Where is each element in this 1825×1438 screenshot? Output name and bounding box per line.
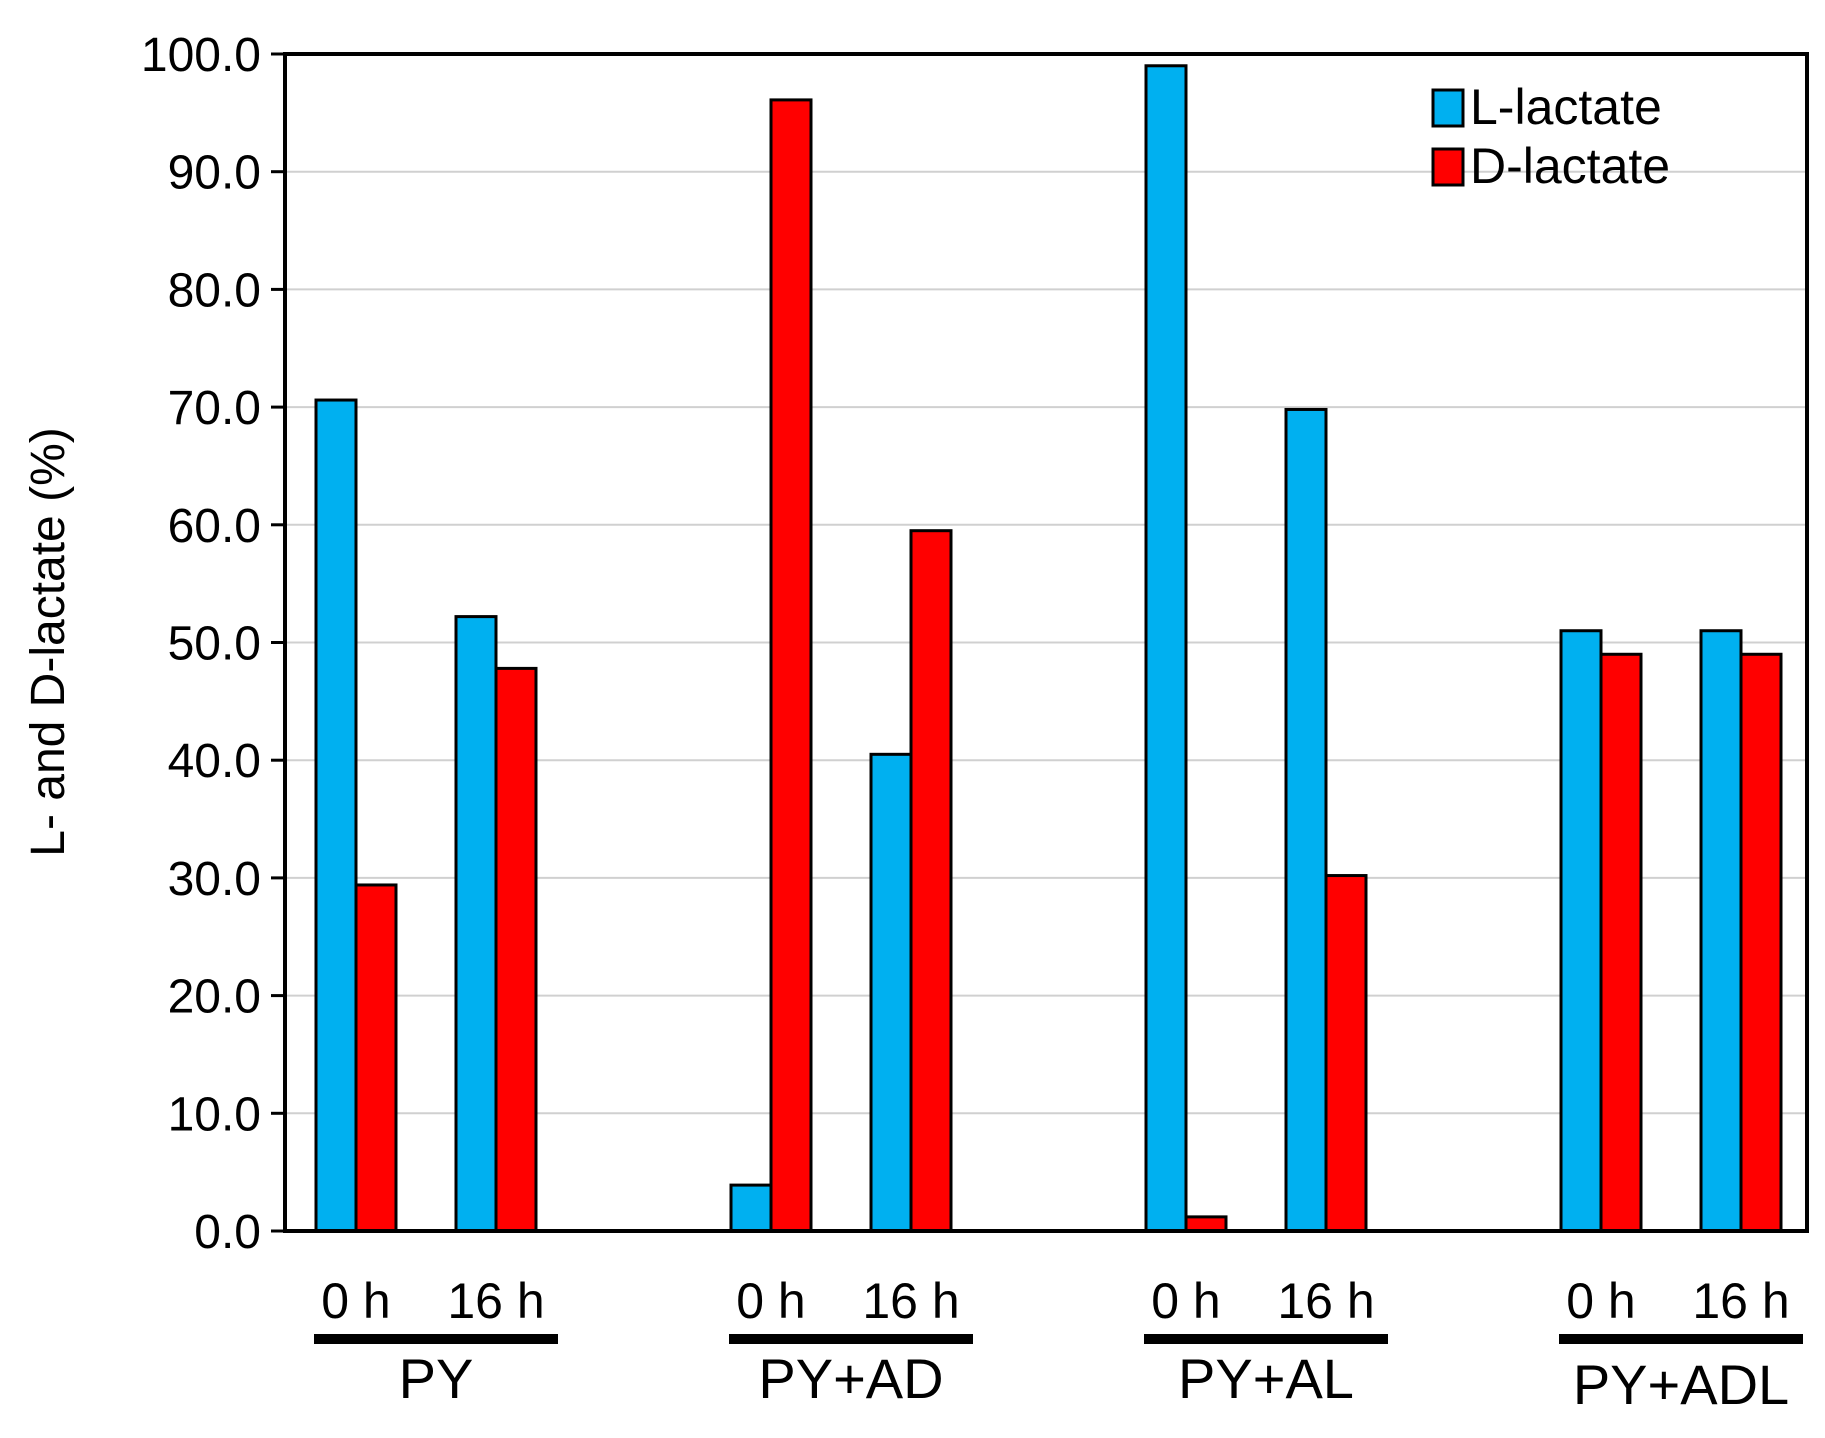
bar-l-lactate	[314, 398, 358, 1233]
x-time-label: 16 h	[862, 1273, 959, 1329]
bar-d-lactate	[354, 883, 398, 1233]
y-tick-label: 10.0	[168, 1088, 261, 1141]
y-tick-label: 90.0	[168, 147, 261, 200]
bar-d-lactate	[1599, 652, 1643, 1233]
x-group-label: PY	[399, 1347, 474, 1410]
y-tick-label: 80.0	[168, 264, 261, 317]
x-time-label: 16 h	[1277, 1273, 1374, 1329]
legend-label: L-lactate	[1470, 79, 1662, 135]
bar-d-lactate	[909, 529, 953, 1233]
bar-l-lactate	[1559, 629, 1603, 1233]
y-tick-label: 50.0	[168, 618, 261, 671]
bar-d-lactate	[494, 666, 538, 1233]
bar-l-lactate	[1699, 629, 1743, 1233]
legend-swatch-l-lactate	[1431, 88, 1465, 128]
x-group-label: PY+ADL	[1573, 1353, 1789, 1416]
bar-l-lactate	[1284, 407, 1328, 1233]
bar-l-lactate	[729, 1183, 773, 1233]
y-axis-title: L- and D-lactate (%)	[22, 427, 75, 857]
bar-d-lactate	[1324, 874, 1368, 1233]
bar-d-lactate	[1739, 652, 1783, 1233]
y-tick-label: 40.0	[168, 735, 261, 788]
bar-d-lactate	[1184, 1215, 1228, 1233]
y-tick-label: 60.0	[168, 500, 261, 553]
x-time-label: 16 h	[447, 1273, 544, 1329]
gridlines	[285, 170, 1807, 1115]
bar-l-lactate	[869, 752, 913, 1233]
bar-l-lactate	[454, 615, 498, 1233]
x-time-label: 0 h	[1151, 1273, 1221, 1329]
bar-d-lactate	[769, 98, 813, 1233]
x-time-label: 16 h	[1692, 1273, 1789, 1329]
y-axis-ticks: 0.0 10.0 20.0 30.0 40.0 50.0 60.0 70.0 80.0 90.0 1…	[141, 29, 285, 1259]
x-time-label: 0 h	[736, 1273, 806, 1329]
bar-l-lactate	[1144, 64, 1188, 1233]
y-tick-label: 20.0	[168, 971, 261, 1024]
y-tick-label: 100.0	[141, 29, 261, 82]
y-tick-label: 0.0	[194, 1206, 261, 1259]
legend-label: D-lactate	[1470, 138, 1670, 194]
legend-swatch-d-lactate	[1431, 147, 1465, 187]
y-tick-label: 30.0	[168, 853, 261, 906]
bars	[314, 64, 1783, 1233]
x-group-label: PY+AD	[758, 1347, 943, 1410]
x-time-label: 0 h	[1566, 1273, 1636, 1329]
x-group-label: PY+AL	[1178, 1347, 1354, 1410]
x-time-label: 0 h	[321, 1273, 391, 1329]
y-tick-label: 70.0	[168, 382, 261, 435]
